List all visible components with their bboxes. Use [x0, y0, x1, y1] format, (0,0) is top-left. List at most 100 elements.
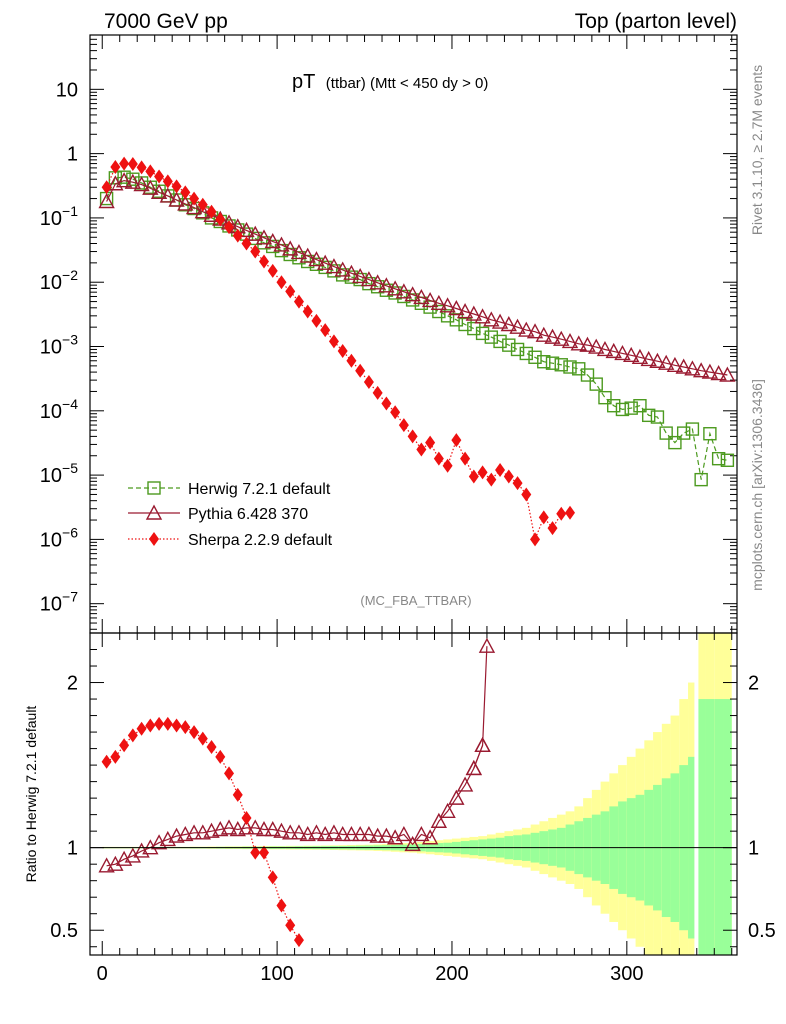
sherpa-marker	[390, 405, 401, 420]
herwig-marker	[711, 451, 726, 466]
pythia-marker	[666, 356, 684, 373]
sherpa-ratio-marker	[162, 716, 173, 731]
pythia-ratio-marker	[168, 827, 185, 843]
pythia-marker	[386, 280, 404, 296]
pythia-ratio-marker	[351, 825, 369, 842]
herwig-marker	[510, 342, 525, 357]
herwig-marker	[633, 399, 647, 413]
main-ytick-label-base: 10	[40, 337, 62, 359]
sherpa-marker	[110, 159, 121, 174]
sherpa-marker	[398, 418, 409, 433]
pythia-marker	[456, 303, 474, 319]
pythia-marker	[395, 283, 413, 299]
herwig-marker	[502, 338, 516, 352]
pythia-marker	[185, 199, 203, 215]
pythia-ratio-marker	[378, 827, 395, 843]
pythia-ratio-marker	[177, 825, 194, 842]
sherpa-marker	[328, 334, 339, 349]
pythia-marker	[404, 286, 421, 302]
pythia-ratio-marker	[273, 822, 290, 838]
sherpa-marker	[180, 185, 191, 200]
ratio-ylabel: Ratio to Herwig 7.2.1 default	[23, 706, 39, 883]
pythia-marker	[588, 338, 605, 354]
main-ytick-label: 10−3	[40, 332, 78, 359]
herwig-marker	[694, 472, 708, 487]
pythia-marker	[317, 254, 334, 270]
pythia-marker	[649, 352, 666, 368]
pythia-ratio-marker	[404, 835, 421, 852]
pythia-marker	[430, 294, 448, 310]
herwig-marker	[615, 402, 630, 417]
herwig-marker	[152, 184, 166, 198]
ratio-ytick-label-left: 0.5	[50, 920, 78, 942]
herwig-marker	[624, 401, 638, 415]
herwig-marker	[720, 453, 735, 467]
pythia-marker	[500, 316, 517, 332]
sherpa-ratio-marker	[171, 718, 182, 733]
band-green-bin	[723, 699, 732, 955]
ratio-ytick-label-left: 1	[67, 838, 78, 860]
herwig-marker	[117, 170, 131, 184]
main-ytick-label-exponent: −5	[62, 460, 78, 476]
sherpa-marker	[433, 451, 444, 466]
pythia-marker	[658, 354, 675, 370]
sherpa-marker	[346, 353, 357, 368]
sherpa-ratio-marker	[145, 718, 156, 733]
sherpa-marker	[127, 156, 138, 171]
pythia-marker	[273, 236, 290, 252]
pythia-marker	[159, 187, 176, 203]
pythia-marker	[465, 305, 483, 321]
pythia-marker	[255, 229, 273, 245]
herwig-marker	[650, 410, 665, 424]
pythia-marker	[351, 267, 369, 284]
xtick-label: 100	[260, 963, 293, 985]
pythia-marker	[421, 291, 439, 308]
sherpa-marker	[460, 451, 471, 466]
pythia-marker	[474, 308, 491, 324]
pythia-marker	[692, 362, 710, 378]
pythia-ratio-marker	[264, 821, 281, 837]
pythia-marker	[640, 350, 657, 367]
sherpa-marker	[538, 510, 549, 525]
band-green-bin	[696, 699, 706, 955]
sherpa-marker	[145, 164, 156, 179]
pythia-marker	[535, 326, 552, 342]
pythia-marker	[343, 264, 360, 280]
main-ytick-label-base: 10	[40, 529, 62, 551]
sherpa-ratio-marker	[285, 918, 296, 933]
pythia-ratio-marker	[238, 819, 255, 835]
main-ytick-label: 10	[56, 79, 78, 101]
pythia-ratio-marker	[229, 821, 246, 837]
pythia-ratio-marker	[124, 847, 142, 863]
chart-title-suffix: (ttbar) (Mtt < 450 dy > 0)	[326, 75, 489, 92]
pythia-ratio-marker	[308, 824, 325, 840]
main-ytick-label-base: 10	[40, 208, 62, 230]
main-ytick-label-base: 10	[40, 594, 62, 616]
main-ytick-label-base: 10	[40, 401, 62, 423]
pythia-ratio-marker	[395, 825, 413, 842]
pythia-marker	[675, 358, 692, 374]
sherpa-ratio-marker	[293, 933, 304, 948]
sherpa-marker	[267, 263, 278, 278]
header-left: 7000 GeV pp	[104, 10, 228, 33]
sherpa-marker	[355, 363, 366, 378]
sherpa-marker	[372, 385, 383, 400]
pythia-marker	[142, 179, 159, 195]
herwig-marker	[537, 355, 551, 369]
pythia-marker	[115, 172, 133, 188]
sherpa-marker	[521, 487, 532, 502]
pythia-ratio-marker	[212, 821, 229, 837]
sherpa-ratio-marker	[276, 898, 287, 913]
herwig-marker	[641, 408, 656, 423]
herwig-marker	[676, 426, 691, 440]
pythia-marker	[710, 365, 727, 381]
mcplots-label: mcplots.cern.ch [arXiv:1306.3436]	[749, 379, 765, 591]
chart-title-line: pT (ttbar) (Mtt < 450 dy > 0)	[292, 71, 488, 93]
sherpa-ratio-marker	[258, 845, 269, 860]
pythia-marker	[553, 330, 570, 346]
pythia-marker	[194, 203, 211, 219]
main-ytick-label-exponent: −7	[62, 589, 78, 605]
sherpa-marker	[215, 212, 226, 227]
sherpa-marker	[232, 228, 243, 243]
sherpa-marker	[162, 174, 173, 189]
